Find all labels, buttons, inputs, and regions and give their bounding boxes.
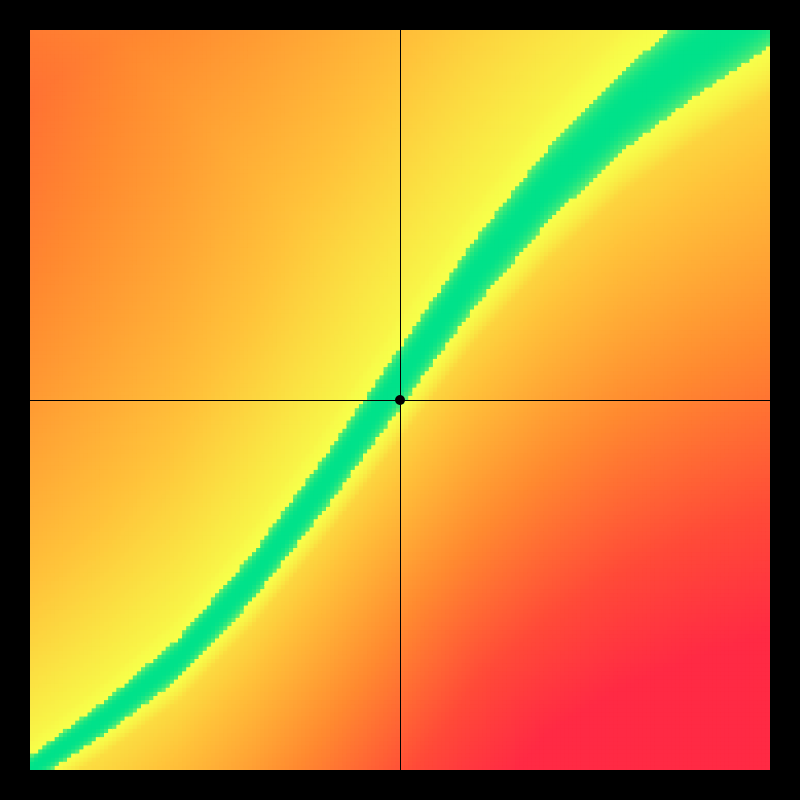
watermark-text: TheBottleneck.com bbox=[585, 6, 788, 32]
plot-frame bbox=[30, 30, 770, 770]
current-point-marker bbox=[395, 395, 405, 405]
chart-container: TheBottleneck.com bbox=[0, 0, 800, 800]
